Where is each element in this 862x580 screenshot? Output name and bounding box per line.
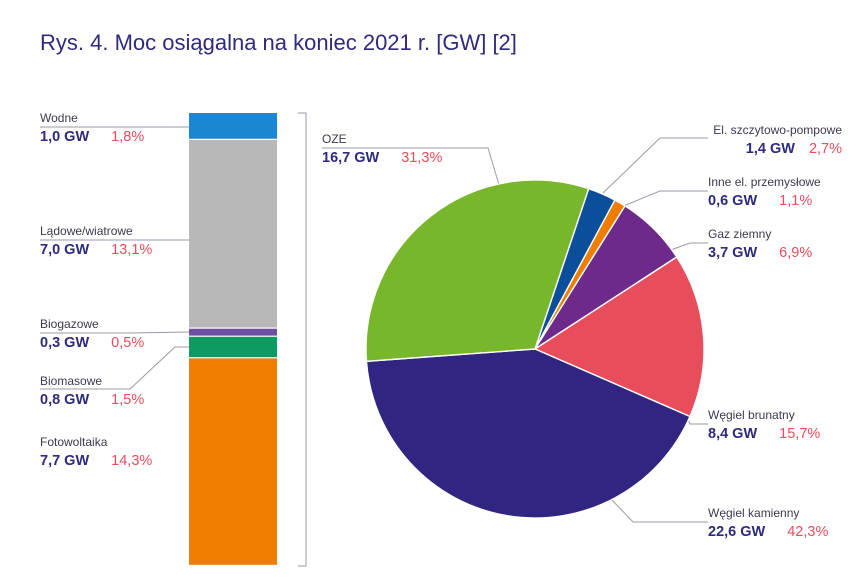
series-gw: 7,0 GW — [40, 242, 90, 258]
series-gw: 0,3 GW — [40, 335, 90, 351]
bar-label-fotowoltaika: Fotowoltaika 7,7 GW 14,3% — [40, 436, 152, 469]
bar-segment-fotowoltaika — [189, 358, 277, 565]
series-gw: 1,0 GW — [40, 129, 90, 145]
series-gw: 7,7 GW — [40, 453, 90, 469]
slice-gw: 3,7 GW — [708, 245, 758, 261]
slice-pct: 15,7% — [779, 426, 821, 442]
series-name: Fotowoltaika — [40, 435, 108, 449]
leader-biomasowe — [40, 346, 189, 390]
leader-kamienny — [611, 499, 708, 523]
pie-slice-oze — [365, 179, 590, 363]
series-pct: 14,3% — [111, 453, 153, 469]
slice-pct: 1,1% — [779, 193, 813, 209]
series-name: Wodne — [40, 111, 78, 125]
series-pct: 0,5% — [111, 335, 145, 351]
series-name: Lądowe/wiatrowe — [40, 224, 133, 238]
slice-gw: 0,6 GW — [708, 193, 758, 209]
slice-name: Węgiel brunatny — [708, 408, 795, 422]
slice-gw: 1,4 GW — [745, 141, 795, 157]
leader-biogazowe — [40, 331, 190, 334]
oze-bracket — [298, 112, 307, 567]
series-pct: 1,8% — [111, 129, 145, 145]
slice-name: OZE — [322, 132, 347, 146]
bar-label-biogazowe: Biogazowe 0,3 GW 0,5% — [40, 318, 144, 351]
pie-slice-wegiel-brunatny — [533, 256, 705, 418]
slice-pct: 42,3% — [787, 524, 829, 540]
slice-name: Gaz ziemny — [708, 227, 772, 241]
pie-label-brunatny: Węgiel brunatny 8,4 GW 15,7% — [708, 409, 820, 442]
bar-segment-wodne — [189, 113, 277, 139]
pie-chart — [365, 179, 705, 519]
series-name: Biomasowe — [40, 374, 103, 388]
pie-label-szczytowo: El. szczytowo-pompowe 1,4 GW 2,7% — [713, 124, 842, 157]
pie-label-kamienny: Węgiel kamienny 22,6 GW 42,3% — [708, 507, 828, 540]
slice-gw: 8,4 GW — [708, 426, 758, 442]
slice-pct: 2,7% — [808, 141, 842, 157]
bar-label-ladowe: Lądowe/wiatrowe 7,0 GW 13,1% — [40, 225, 152, 258]
slice-gw: 22,6 GW — [708, 524, 766, 540]
leader-lines — [40, 112, 708, 567]
bar-label-biomasowe: Biomasowe 0,8 GW 1,5% — [40, 375, 144, 408]
slice-name: El. szczytowo-pompowe — [713, 123, 842, 137]
bar-segment-biogazowe — [189, 328, 277, 336]
chart-title: Rys. 4. Moc osiągalna na koniec 2021 r. … — [40, 30, 517, 55]
series-gw: 0,8 GW — [40, 392, 90, 408]
leader-inne — [620, 190, 708, 208]
pie-label-inne: Inne el. przemysłowe 0,6 GW 1,1% — [708, 176, 821, 209]
bar-segment-biomasowe — [189, 336, 277, 358]
stacked-bar — [189, 113, 277, 565]
leader-szczytowo — [602, 137, 708, 194]
bar-segment-ladowe-wiatrowe — [189, 139, 277, 328]
leader-oze — [322, 147, 501, 189]
pie-label-oze: OZE 16,7 GW 31,3% — [322, 133, 442, 166]
slice-name: Inne el. przemysłowe — [708, 175, 821, 189]
slice-pct: 31,3% — [401, 150, 443, 166]
series-pct: 13,1% — [111, 242, 153, 258]
slice-pct: 6,9% — [779, 245, 813, 261]
bar-label-wodne: Wodne 1,0 GW 1,8% — [40, 112, 144, 145]
pie-slice-wegiel-kamienny — [365, 348, 691, 519]
pie-label-gaz: Gaz ziemny 3,7 GW 6,9% — [708, 228, 812, 261]
slice-gw: 16,7 GW — [322, 150, 380, 166]
leader-gaz — [664, 242, 708, 253]
slice-name: Węgiel kamienny — [708, 506, 800, 520]
series-name: Biogazowe — [40, 317, 99, 331]
series-pct: 1,5% — [111, 392, 145, 408]
